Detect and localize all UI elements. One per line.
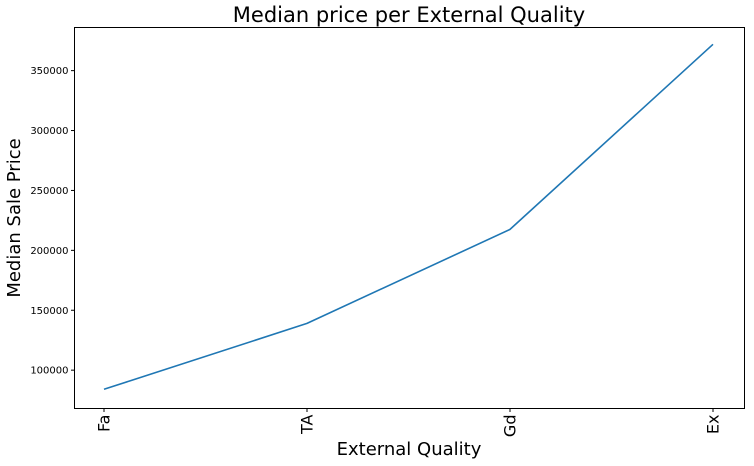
chart-title: Median price per External Quality [233, 3, 585, 27]
x-axis: Fa TA Gd Ex [95, 408, 723, 438]
y-tick-label: 300000 [30, 126, 68, 137]
x-tick-label-gd: Gd [501, 415, 520, 438]
y-tick-label: 250000 [30, 186, 68, 197]
y-tick-label: 350000 [30, 66, 68, 77]
y-tick-label: 150000 [30, 306, 68, 317]
x-tick-label-ex: Ex [704, 415, 723, 435]
x-axis-label: External Quality [337, 439, 482, 460]
series-group [103, 43, 714, 391]
y-axis: 100000 150000 200000 250000 300000 350000 [30, 66, 75, 377]
y-tick-label: 100000 [30, 366, 68, 377]
x-tick-label-ta: TA [298, 414, 317, 435]
series-line-0 [103, 43, 714, 391]
y-tick-label: 200000 [30, 246, 68, 257]
plot-frame [74, 27, 745, 409]
y-axis-label: Median Sale Price [4, 138, 25, 297]
x-tick-label-fa: Fa [95, 415, 114, 433]
